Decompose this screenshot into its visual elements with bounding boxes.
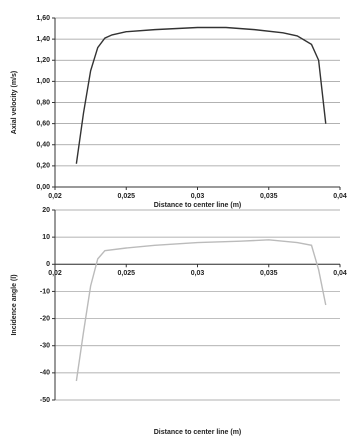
y-tick-label: 0 bbox=[46, 261, 50, 268]
y-axis-label: Incidence angle (l) bbox=[11, 274, 18, 335]
x-axis-label: Distance to center line (m) bbox=[154, 429, 242, 436]
x-tick-label: 0,035 bbox=[260, 193, 278, 200]
y-axis-label: Axial velocity (m/s) bbox=[11, 71, 18, 134]
x-tick-label: 0,025 bbox=[117, 193, 135, 200]
x-tick-label: 0,035 bbox=[260, 270, 278, 277]
y-tick-label: -30 bbox=[40, 343, 50, 350]
data-line bbox=[75, 26, 327, 164]
y-tick-label: 0,80 bbox=[36, 99, 50, 106]
y-tick-label: 1,40 bbox=[36, 36, 50, 43]
x-tick-label: 0,02 bbox=[48, 193, 62, 200]
x-tick-label: 0,03 bbox=[191, 193, 205, 200]
x-tick-label: 0,03 bbox=[191, 270, 205, 277]
y-tick-label: -10 bbox=[40, 288, 50, 295]
y-tick-label: -40 bbox=[40, 370, 50, 377]
y-tick-label: 1,60 bbox=[36, 15, 50, 22]
y-tick-label: 1,20 bbox=[36, 57, 50, 64]
y-tick-label: 0,60 bbox=[36, 120, 50, 127]
y-tick-label: 0,20 bbox=[36, 163, 50, 170]
y-tick-label: -20 bbox=[40, 315, 50, 322]
y-tick-label: 0,00 bbox=[36, 184, 50, 191]
x-tick-label: 0,04 bbox=[333, 193, 347, 200]
x-axis-label: Distance to center line (m) bbox=[154, 202, 242, 209]
y-tick-label: 20 bbox=[42, 207, 50, 214]
x-tick-label: 0,02 bbox=[48, 270, 62, 277]
x-tick-label: 0,04 bbox=[333, 270, 347, 277]
y-tick-label: 1,00 bbox=[36, 78, 50, 85]
y-tick-label: 10 bbox=[42, 234, 50, 241]
x-tick-label: 0,025 bbox=[117, 270, 135, 277]
y-tick-label: 0,40 bbox=[36, 142, 50, 149]
data-line bbox=[75, 239, 327, 382]
y-tick-label: -50 bbox=[40, 397, 50, 404]
